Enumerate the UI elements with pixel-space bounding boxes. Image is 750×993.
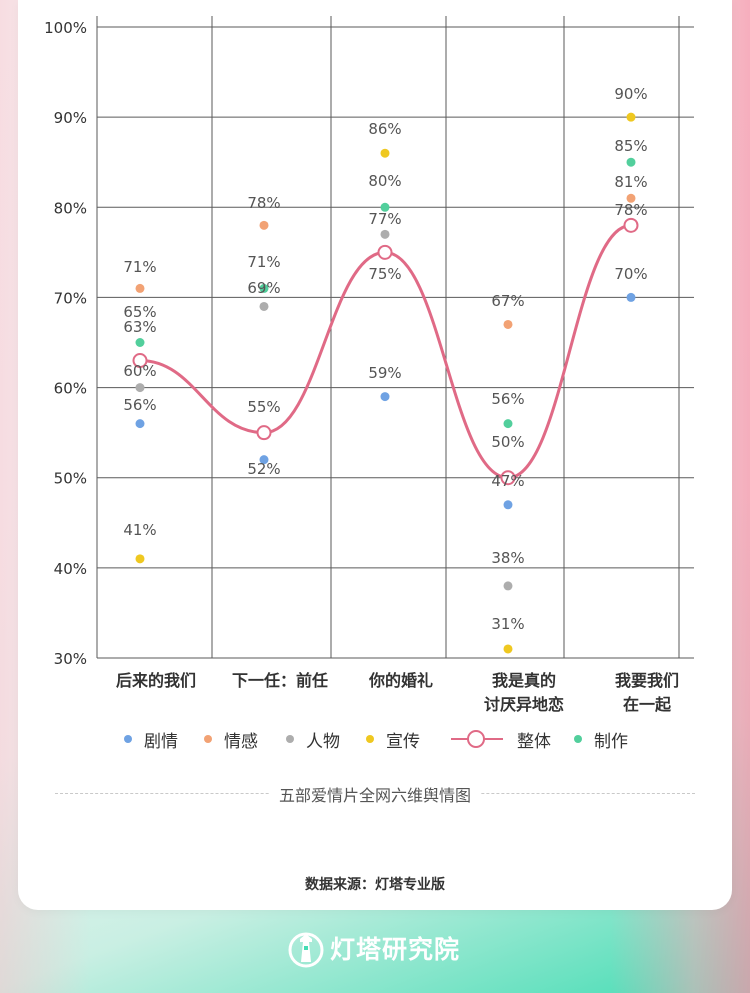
legend-dot-promotion [366,735,374,743]
legend-label-plot: 剧情 [144,731,178,752]
y-tick-label: 100% [44,19,87,37]
y-tick-label: 70% [54,289,87,307]
x-category-label: 你的婚礼 [368,671,433,690]
series-point [626,193,636,203]
point-value-label: 52% [247,460,280,478]
point-value-label: 90% [614,85,647,103]
point-value-label: 78% [247,194,280,212]
point-value-label: 65% [123,303,156,321]
series-point [135,554,145,564]
series-point [503,319,513,329]
point-value-label: 55% [247,398,280,416]
legend-dot-emotion [204,735,212,743]
series-point [503,644,513,654]
legend-line-overall [451,730,503,748]
point-value-label: 75% [368,265,401,283]
series-point [380,229,390,239]
series-point [259,220,269,230]
series-line-overall [139,223,632,480]
series-point [259,301,269,311]
legend-label-character: 人物 [306,731,340,752]
series-point [259,455,269,465]
data-source: 数据来源：灯塔专业版 [305,877,445,893]
x-category-label: 在一起 [623,695,672,714]
legend-dot-character [286,735,294,743]
x-category-label: 后来的我们 [116,671,196,690]
series-point-overall [377,244,393,260]
y-tick-label: 90% [54,109,87,127]
series-point [380,202,390,212]
legend-item-character: 人物 [286,726,340,752]
legend-item-emotion: 情感 [204,726,258,752]
series-point [503,500,513,510]
x-category-label: 下一任：前任 [232,671,328,690]
point-value-label: 70% [614,265,647,283]
y-tick-label: 50% [54,470,87,488]
y-tick-label: 40% [54,560,87,578]
series-point [380,148,390,158]
legend-label-production: 制作 [594,731,628,752]
series-point [626,292,636,302]
legend-item-promotion: 宣传 [366,726,420,752]
series-point [626,112,636,122]
point-value-label: 56% [123,396,156,414]
series-point [626,157,636,167]
series-point [259,283,269,293]
y-tick-label: 80% [54,199,87,217]
legend-dot-plot [124,735,132,743]
series-point-overall [256,425,272,441]
point-value-label: 60% [123,362,156,380]
lighthouse-logo-icon [288,932,324,968]
point-value-label: 86% [368,120,401,138]
legend-label-overall: 整体 [517,731,551,752]
series-point [380,392,390,402]
point-value-label: 77% [368,210,401,228]
point-value-label: 47% [491,472,524,490]
point-value-label: 80% [368,172,401,190]
point-value-label: 59% [368,364,401,382]
point-value-label: 81% [614,173,647,191]
point-value-label: 69% [247,279,280,297]
series-point [135,419,145,429]
legend-label-emotion: 情感 [224,731,258,752]
series-point-overall [623,217,639,233]
point-value-label: 50% [491,433,524,451]
series-point [503,581,513,591]
chart-subtitle-text: 五部爱情片全网六维舆情图 [268,786,481,805]
chart-subtitle: 五部爱情片全网六维舆情图 [0,782,750,806]
y-tick-label: 60% [54,380,87,398]
point-value-label: 71% [123,258,156,276]
brand-logo: 灯塔研究院 [288,926,460,970]
point-value-label: 67% [491,292,524,310]
series-point [503,419,513,429]
point-value-label: 78% [614,201,647,219]
x-category-label: 我要我们 [615,671,679,690]
point-value-label: 71% [247,253,280,271]
legend-item-overall: 整体 [451,726,551,752]
brand-name: 灯塔研究院 [330,935,461,964]
legend-item-plot: 剧情 [124,726,178,752]
chart-legend: 剧情 情感 人物 宣传 整体 制作 [118,726,678,752]
series-point [135,283,145,293]
series-point [135,338,145,347]
legend-dot-production [574,735,582,743]
legend-label-promotion: 宣传 [386,731,420,752]
point-value-label: 38% [491,549,524,567]
series-point-overall [132,353,148,369]
series-point-overall [500,470,516,486]
series-point [135,383,145,393]
x-category-label: 我是真的 [492,671,556,690]
x-category-label: 讨厌异地恋 [484,695,564,714]
point-value-label: 63% [123,318,156,336]
point-value-label: 41% [123,521,156,539]
chart-card [18,0,732,910]
legend-item-production: 制作 [574,726,628,752]
point-value-label: 56% [491,390,524,408]
point-value-label: 31% [491,615,524,633]
point-value-label: 85% [614,137,647,155]
y-tick-label: 30% [54,650,87,668]
